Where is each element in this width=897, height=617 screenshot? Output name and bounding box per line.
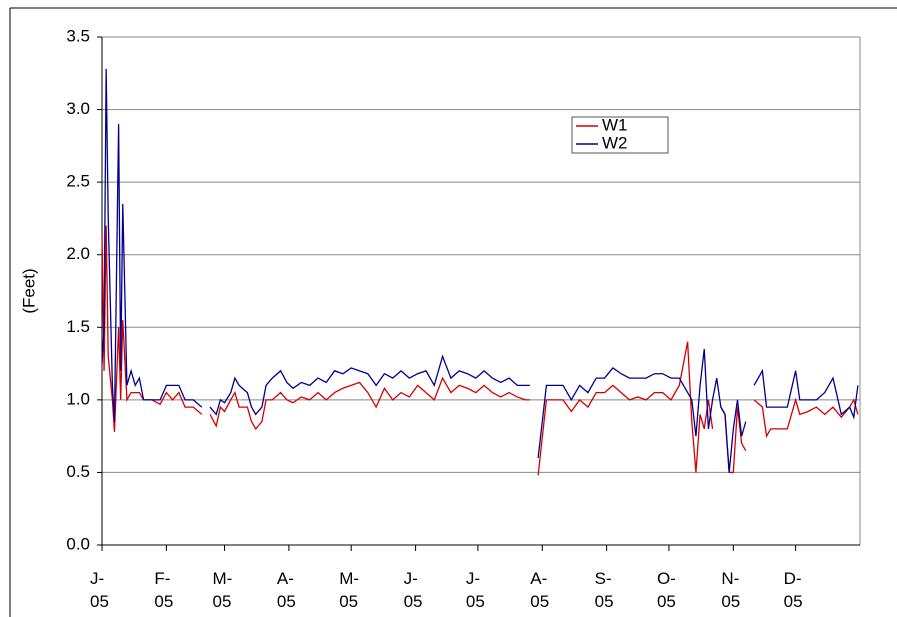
legend-box: [571, 116, 669, 154]
plot-area: [102, 37, 860, 545]
x-tick-label: M-05: [339, 569, 360, 611]
y-tick-label: 3.5: [66, 26, 90, 45]
x-tick-label: F-05: [154, 569, 174, 611]
x-tick-label: M-05: [212, 569, 233, 611]
x-tick-label: A-05: [530, 569, 550, 611]
legend-label: W2: [602, 133, 628, 152]
x-tick-label: J-05: [403, 569, 423, 611]
x-tick-label: J-05: [90, 569, 109, 611]
y-tick-label: 0.5: [66, 462, 90, 481]
line-series: [101, 68, 859, 473]
y-tick-label: 2.5: [66, 172, 90, 191]
y-axis-label: (Feet): [19, 268, 38, 313]
line-series: [101, 225, 859, 476]
x-tick-label: D-05: [783, 569, 803, 611]
y-tick-label: 3.0: [66, 99, 90, 118]
x-tick-label: J-05: [465, 569, 485, 611]
y-tick-label: 1.0: [66, 389, 90, 408]
y-tick-label: 0.0: [66, 534, 90, 553]
y-tick-label: 2.0: [66, 244, 90, 263]
legend-label: W1: [602, 115, 628, 134]
x-tick-label: N-05: [721, 569, 741, 611]
x-tick-label: O-05: [656, 569, 676, 611]
x-tick-label: A-05: [276, 569, 296, 611]
x-tick-label: S-05: [594, 569, 614, 611]
y-tick-label: 1.5: [66, 317, 90, 336]
